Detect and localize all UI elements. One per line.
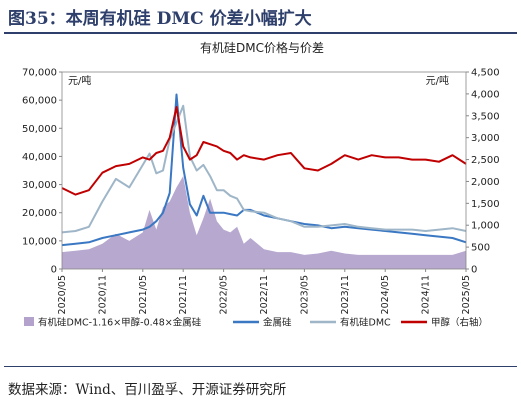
right-tick-label: 3,000 (471, 133, 500, 144)
right-tick-label: 2,500 (471, 155, 500, 166)
x-tick-label: 2023/05 (299, 275, 310, 314)
x-tick-label: 2024/11 (421, 275, 432, 314)
left-tick-label: 40,000 (22, 152, 57, 163)
legend-label-2: 有机硅DMC (340, 317, 391, 329)
right-tick-label: 3,500 (471, 111, 500, 122)
right-tick-label: 2,000 (471, 177, 500, 188)
legend-label-1: 金属硅 (263, 317, 292, 329)
title-rule (4, 32, 517, 34)
chart-title: 有机硅DMC价格与价差 (200, 40, 324, 55)
right-tick-label: 4,000 (471, 89, 500, 100)
source-note: 数据来源：Wind、百川盈孚、开源证券研究所 (8, 382, 287, 398)
source-rule (4, 366, 517, 367)
left-tick-label: 50,000 (22, 124, 57, 135)
chart: 有机硅DMC价格与价差 元/吨 元/吨 0 10,000 20,000 30,000 4… (22, 40, 500, 329)
left-tick-label: 0 (51, 265, 57, 276)
right-tick-label: 1,000 (471, 221, 500, 232)
x-tick-label: 2021/05 (138, 275, 149, 314)
series-line-1 (61, 93, 467, 247)
right-tick-label: 1,500 (471, 199, 500, 210)
left-axis-unit: 元/吨 (68, 74, 91, 87)
x-tick-label: 2023/11 (340, 275, 351, 314)
plot-area (61, 93, 467, 269)
series-line-2 (61, 104, 467, 234)
legend-swatch-0 (24, 317, 34, 326)
right-axis-unit: 元/吨 (426, 74, 449, 87)
left-tick-label: 70,000 (22, 68, 57, 79)
right-tick-label: 4,500 (471, 68, 500, 79)
left-tick-label: 60,000 (22, 96, 57, 107)
x-tick-label: 2025/05 (461, 275, 472, 314)
x-tick-label: 2020/05 (57, 275, 68, 314)
series-area-0 (62, 176, 466, 269)
x-tick-label: 2020/11 (97, 275, 108, 314)
legend: 有机硅DMC-1.16×甲醇-0.48×金属硅 金属硅 有机硅DMC 甲醇（右轴） (24, 317, 488, 329)
left-tick-label: 30,000 (22, 180, 57, 191)
axes: 0 10,000 20,000 30,000 40,000 50,000 60,000 70,… (22, 68, 500, 315)
left-tick-label: 10,000 (22, 236, 57, 247)
legend-label-0: 有机硅DMC-1.16×甲醇-0.48×金属硅 (38, 317, 202, 329)
left-tick-label: 20,000 (22, 208, 57, 219)
right-tick-label: 500 (471, 243, 490, 254)
series-line-3 (61, 106, 467, 196)
x-tick-label: 2022/11 (259, 275, 270, 314)
x-tick-label: 2024/05 (380, 275, 391, 314)
x-tick-label: 2022/05 (219, 275, 230, 314)
figure-title: 图35：本周有机硅 DMC 价差小幅扩大 (8, 9, 312, 29)
legend-label-3: 甲醇（右轴） (431, 317, 488, 329)
right-tick-label: 0 (471, 265, 477, 276)
x-tick-label: 2021/11 (178, 275, 189, 314)
